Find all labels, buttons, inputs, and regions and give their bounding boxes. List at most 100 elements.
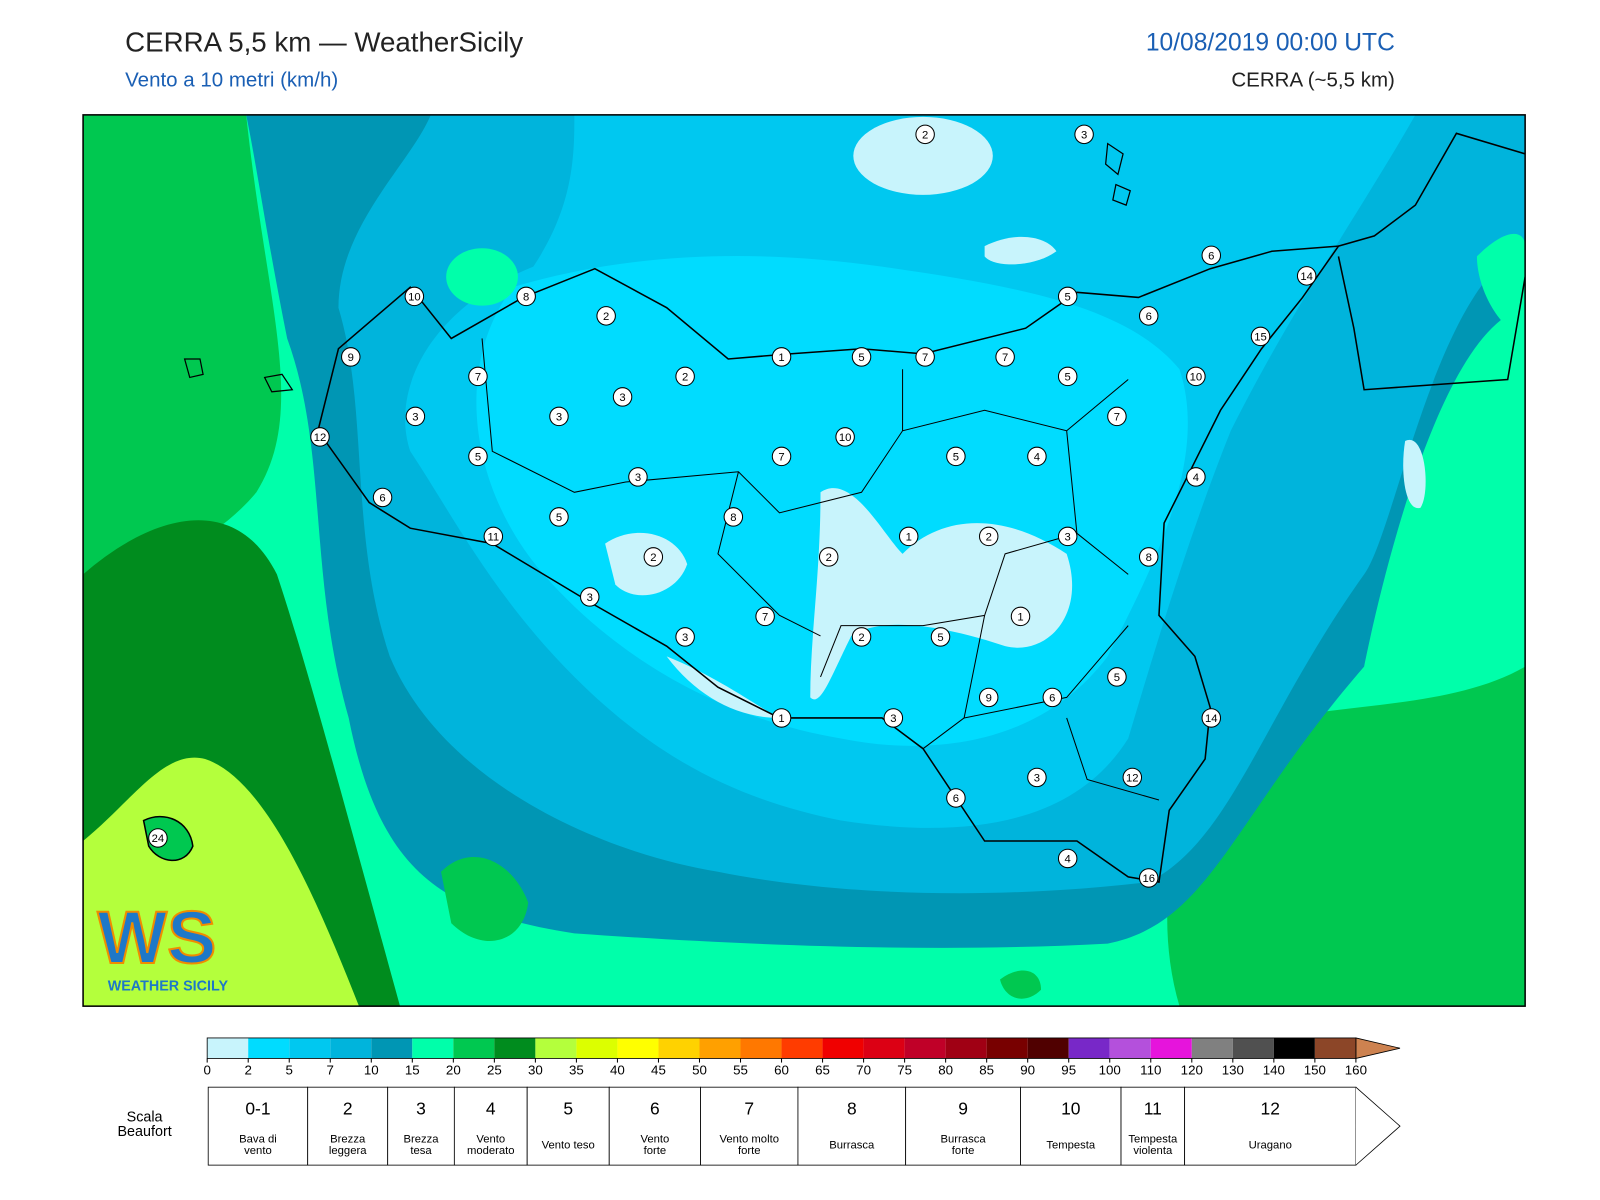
station-marker	[628, 467, 648, 487]
station-marker	[549, 507, 569, 527]
station-marker	[1186, 366, 1206, 387]
beaufort-force: 10	[1061, 1098, 1081, 1118]
beaufort-name: Tempesta	[1046, 1140, 1096, 1152]
station-value: 24	[152, 833, 165, 845]
station-value: 3	[682, 632, 688, 644]
station-marker	[405, 406, 426, 427]
beaufort-name: leggera	[329, 1145, 367, 1157]
colorbar-segment	[617, 1037, 659, 1059]
beaufort-box	[387, 1086, 455, 1166]
station-marker	[341, 347, 361, 367]
colorbar-tick-label: 75	[897, 1062, 912, 1077]
colorbar-segment	[248, 1037, 290, 1059]
station-marker	[1250, 326, 1271, 347]
station-marker	[771, 347, 792, 367]
beaufort-force: 0-1	[245, 1098, 270, 1118]
station-value: 2	[986, 531, 992, 543]
station-value: 6	[1146, 311, 1152, 323]
station-marker	[1138, 547, 1159, 567]
station-value: 15	[1254, 331, 1267, 343]
colorbar-tick-label: 5	[286, 1062, 293, 1077]
station-value: 5	[1065, 291, 1071, 303]
wind-field	[83, 114, 1526, 1007]
beaufort-box	[1184, 1086, 1357, 1166]
beaufort-name: vento	[244, 1145, 272, 1157]
station-marker	[468, 366, 488, 387]
station-value: 10	[1190, 371, 1203, 383]
beaufort-box	[700, 1086, 799, 1166]
beaufort-force: 4	[486, 1098, 496, 1118]
station-marker	[612, 387, 633, 407]
colorbar-segment	[535, 1037, 577, 1059]
station-marker	[755, 606, 775, 627]
station-value: 11	[487, 531, 499, 543]
station-value: 6	[953, 793, 959, 805]
colorbar-tick-label: 10	[364, 1062, 379, 1077]
colorbar-tick-label: 40	[610, 1062, 625, 1077]
beaufort-name: violenta	[1133, 1145, 1173, 1157]
station-value: 3	[890, 713, 896, 725]
station-value: 5	[1114, 672, 1120, 684]
colorbar-segment	[412, 1037, 454, 1059]
station-marker	[148, 828, 168, 848]
station-value: 4	[1034, 451, 1040, 463]
colorbar-tick-label: 50	[692, 1062, 707, 1077]
beaufort-name: Vento	[476, 1133, 505, 1145]
station-value: 5	[953, 451, 959, 463]
station-marker	[643, 547, 664, 567]
colorbar-tick-label: 35	[569, 1062, 584, 1077]
colorbar-segment	[863, 1037, 905, 1059]
station-marker	[372, 487, 393, 508]
beaufort-name: moderato	[467, 1145, 515, 1157]
map-frame	[82, 114, 1526, 1007]
beaufort-force: 12	[1261, 1098, 1280, 1118]
station-marker	[978, 687, 999, 708]
colorbar-segment	[1068, 1037, 1110, 1059]
station-value: 3	[619, 392, 625, 404]
colorbar-tick-label: 150	[1304, 1062, 1326, 1077]
colorbar-segment	[576, 1037, 618, 1059]
station-value: 1	[778, 352, 784, 364]
station-marker	[1186, 467, 1206, 487]
station-marker	[898, 526, 919, 547]
station-value: 2	[603, 311, 609, 323]
station-value: 4	[1193, 472, 1199, 484]
beaufort-arrow	[1355, 1086, 1401, 1166]
colorbar-tick-label: 160	[1345, 1062, 1367, 1077]
logo-name: WEATHER SICILY	[108, 978, 229, 994]
colorbar-segment	[1273, 1037, 1315, 1059]
station-value: 7	[762, 611, 768, 623]
beaufort-force: 6	[650, 1098, 660, 1118]
beaufort-name: Vento	[640, 1133, 669, 1145]
colorbar-tick-label: 15	[405, 1062, 420, 1077]
station-value: 14	[1205, 713, 1218, 725]
station-value: 5	[858, 352, 864, 364]
beaufort-name: Burrasca	[829, 1140, 875, 1152]
logo-mark: WS	[97, 896, 216, 979]
colorbar-tick-label: 20	[446, 1062, 461, 1077]
station-marker	[1074, 124, 1094, 145]
beaufort-name: forte	[738, 1145, 761, 1157]
colorbar-tick-label: 70	[856, 1062, 871, 1077]
colorbar-tick-label: 130	[1222, 1062, 1244, 1077]
colorbar-tick-label: 60	[774, 1062, 789, 1077]
station-marker	[946, 788, 966, 808]
colorbar-segment	[986, 1037, 1028, 1059]
station-marker	[930, 627, 951, 647]
colorbar-segment	[781, 1037, 823, 1059]
station-marker	[915, 347, 935, 367]
beaufort-title: Beaufort	[117, 1124, 171, 1140]
station-marker	[1107, 667, 1127, 687]
colorbar-tick-label: 110	[1140, 1062, 1161, 1077]
beaufort-force: 7	[744, 1098, 754, 1118]
station-marker	[310, 427, 330, 447]
beaufort-box	[1020, 1086, 1122, 1166]
station-value: 14	[1300, 271, 1313, 283]
station-value: 2	[858, 632, 864, 644]
station-value: 8	[523, 291, 529, 303]
station-value: 7	[475, 371, 481, 383]
station-value: 1	[1017, 611, 1023, 623]
model-label: CERRA (~5,5 km)	[1231, 68, 1394, 91]
title: CERRA 5,5 km — WeatherSicily	[125, 26, 523, 57]
